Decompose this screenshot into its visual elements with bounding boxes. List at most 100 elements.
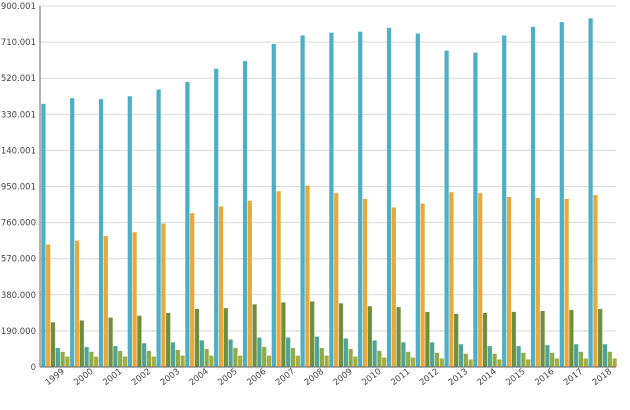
bar[interactable] [593,195,598,367]
bar[interactable] [540,310,545,367]
bar[interactable] [602,344,608,367]
bar[interactable] [353,356,358,367]
bar[interactable] [492,353,497,367]
bar[interactable] [497,359,502,367]
bar[interactable] [526,359,531,367]
bar[interactable] [175,349,180,367]
bar[interactable] [218,206,224,367]
bar[interactable] [511,311,516,367]
bar[interactable] [41,103,46,368]
bar[interactable] [113,346,118,367]
bar[interactable] [103,235,108,367]
bar[interactable] [204,348,209,367]
bar[interactable] [84,347,89,367]
bar[interactable] [506,196,512,367]
bar[interactable] [406,351,411,367]
bar[interactable] [89,351,94,367]
bar[interactable] [180,355,185,367]
bar[interactable] [458,344,464,367]
bar[interactable] [276,191,281,367]
bar[interactable] [420,203,425,367]
bar[interactable] [228,339,233,367]
bar[interactable] [166,312,171,367]
bar[interactable] [410,357,416,368]
bar[interactable] [74,240,80,367]
bar[interactable] [367,306,372,367]
bar[interactable] [487,346,492,367]
bar[interactable] [358,31,363,367]
bar[interactable] [252,304,257,367]
bar[interactable] [386,27,392,367]
bar[interactable] [468,359,473,367]
bar[interactable] [382,357,387,368]
bar[interactable] [300,35,305,368]
bar[interactable] [473,52,478,367]
bar[interactable] [79,320,84,367]
bar[interactable] [65,356,70,367]
bar[interactable] [434,352,440,367]
bar[interactable] [194,309,200,367]
bar[interactable] [98,99,104,367]
bar[interactable] [588,18,593,367]
bar[interactable] [295,355,300,367]
bar[interactable] [190,213,195,367]
bar[interactable] [50,322,56,367]
bar[interactable] [209,355,214,367]
bar[interactable] [545,345,550,367]
bar[interactable] [305,185,310,367]
bar[interactable] [439,358,444,367]
bar[interactable] [530,26,536,368]
bar[interactable] [391,207,396,367]
bar[interactable] [319,348,324,367]
bar[interactable] [70,98,75,367]
bar[interactable] [463,353,468,367]
bar[interactable] [564,198,569,367]
bar[interactable] [310,301,315,367]
bar[interactable] [185,82,190,367]
bar[interactable] [55,348,60,367]
bar[interactable] [607,351,612,367]
bar[interactable] [478,193,483,367]
bar[interactable] [554,358,560,367]
bar[interactable] [598,309,603,367]
bar[interactable] [314,336,320,367]
bar[interactable] [578,351,584,367]
bar[interactable] [247,200,252,367]
bar[interactable] [372,340,377,367]
bar[interactable] [151,356,156,367]
bar[interactable] [574,344,579,367]
bar[interactable] [94,356,99,367]
bar[interactable] [156,89,161,367]
bar[interactable] [286,337,291,367]
bar[interactable] [612,358,617,367]
bar[interactable] [324,355,329,367]
bar[interactable] [482,312,488,367]
bar[interactable] [60,351,65,367]
bar[interactable] [271,44,276,367]
bar[interactable] [559,22,564,368]
bar[interactable] [199,340,204,367]
bar[interactable] [444,50,449,367]
bar[interactable] [214,68,219,367]
bar[interactable] [142,343,147,367]
bar[interactable] [266,355,272,367]
bar[interactable] [257,337,262,367]
bar[interactable] [329,32,334,367]
bar[interactable] [132,232,137,367]
bar[interactable] [146,350,152,367]
bar[interactable] [290,348,296,367]
bar[interactable] [170,342,176,367]
bar[interactable] [161,223,166,367]
bar[interactable] [425,311,430,367]
bar[interactable] [334,193,339,367]
bar[interactable] [535,197,540,367]
bar[interactable] [516,346,521,367]
bar[interactable] [502,35,507,368]
bar[interactable] [233,348,238,367]
bar[interactable] [108,317,113,367]
bar[interactable] [238,355,243,367]
bar[interactable] [137,315,142,367]
bar[interactable] [454,313,459,367]
bar[interactable] [396,307,401,367]
bar[interactable] [46,244,51,367]
